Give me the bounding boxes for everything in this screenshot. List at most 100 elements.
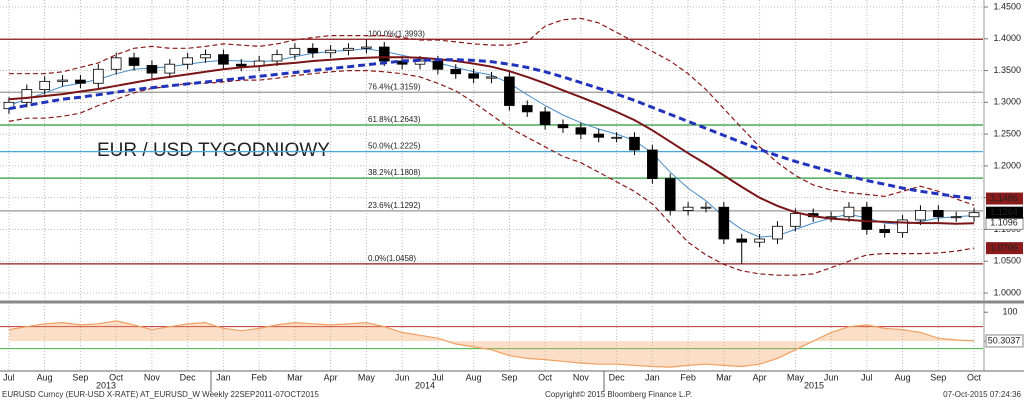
candle-body [343,47,354,51]
x-tick-label: May [358,372,376,382]
candle-body [593,133,605,138]
x-tick-label: Dec [180,372,197,382]
fib-label: 76.4%(1.3159) [368,82,421,91]
candle-body [361,46,372,49]
y-tick-label: 1.4000 [993,33,1021,43]
footer-timestamp: 07-Oct-2015 07:24:36 [943,390,1021,399]
candle-body [664,178,676,211]
year-label: 2014 [415,380,435,390]
candle-body [968,212,980,218]
value-tag [986,206,1023,219]
candle-body [110,57,122,70]
candle-body [486,76,497,79]
candle-body [897,219,908,234]
overlay-line [8,56,975,225]
x-tick-label: May [787,372,805,382]
candle-body [718,206,730,240]
year-label: 2015 [804,380,824,390]
x-tick-label: Aug [895,372,911,382]
footer-source: EURUSD Curncy (EUR-USD X-RATE) AT_EURUSD… [2,390,319,399]
overlay-line [8,17,975,206]
fib-label: 61.8%(1.2643) [368,115,421,124]
x-tick-label: Oct [967,372,982,382]
candle-body [915,209,926,221]
candle-body [557,124,569,129]
x-tick-label: Mar [287,372,303,382]
x-tick-label: Feb [680,372,696,382]
overlay-line [8,58,975,201]
candle-body [575,127,587,135]
value-tag [985,334,1024,348]
candle-body [682,206,694,211]
footer-copyright: Copyright© 2015 Bloomberg Finance L.P. [545,390,692,399]
candle-body [378,46,390,62]
candle-body [182,57,193,65]
fib-label: 23.6%(1.1292) [368,201,421,210]
candle-body [647,149,658,180]
x-tick-label: Jul [861,372,873,382]
candle-body [325,49,336,54]
candle-body [611,136,622,139]
indicator-area [8,320,975,368]
y-tick-label: 1.4500 [993,1,1021,11]
candle-body [629,136,640,151]
candle-body [754,238,765,243]
fib-label: 38.2%(1.1808) [368,168,421,177]
value-tag-label: 1.1264 [990,207,1018,217]
candle-body [861,206,873,230]
x-tick-label: Aug [37,372,53,382]
value-tag [986,192,1023,205]
chart-title: EUR / USD TYGODNIOWY [97,140,330,161]
candle-body [790,213,801,227]
value-tag [986,242,1023,255]
y-tick-label: 1.2500 [993,128,1021,138]
candle-body [504,76,515,106]
candle-body [128,57,140,66]
candle-body [200,54,211,59]
candle-body [39,80,50,91]
x-tick-label: Apr [753,372,767,382]
x-tick-label: Aug [466,372,482,382]
x-tick-label: Jul [3,372,15,382]
x-tick-label: Oct [109,372,124,382]
candle-body [468,73,479,79]
y-tick-label: 1.3000 [993,97,1021,107]
candle-body [450,68,462,75]
value-tag-label: 1.1096 [990,218,1018,228]
x-tick-label: Feb [251,372,267,382]
candle-body [432,60,444,70]
x-tick-label: Jan [645,372,660,382]
candle-body [879,229,891,234]
candle-body [700,206,712,209]
candle-body [75,79,86,84]
indicator-tick-label: 100 [1002,307,1017,317]
x-tick-label: Sep [72,372,88,382]
candle-body [933,209,944,218]
fib-label: 50.0%(1.2225) [368,142,421,151]
candle-body [950,216,962,219]
x-tick-label: Nov [144,372,161,382]
overlay-line [8,70,975,276]
candle-body [521,105,533,113]
candle-body [736,238,748,243]
candle-body [772,225,783,240]
x-tick-label: Jun [824,372,839,382]
value-tag-label: 1.0706 [990,243,1018,253]
candle-body [164,63,176,74]
candle-body [843,206,855,218]
value-tag-label: 1.1486 [990,193,1018,203]
x-tick-label: Oct [538,372,553,382]
year-label: 2013 [96,380,116,390]
y-tick-label: 1.0500 [993,256,1021,266]
x-tick-label: Jul [432,372,444,382]
candle-body [235,63,247,67]
candle-body [271,54,283,62]
x-tick-label: Jun [395,372,410,382]
x-tick-label: Mar [716,372,732,382]
x-tick-label: Apr [324,372,338,382]
value-tag-label: 50.3037 [988,335,1021,345]
candle-body [414,60,426,65]
y-tick-label: 1.0000 [993,287,1021,297]
fib-label: 100.0%(1.3993) [368,29,425,38]
